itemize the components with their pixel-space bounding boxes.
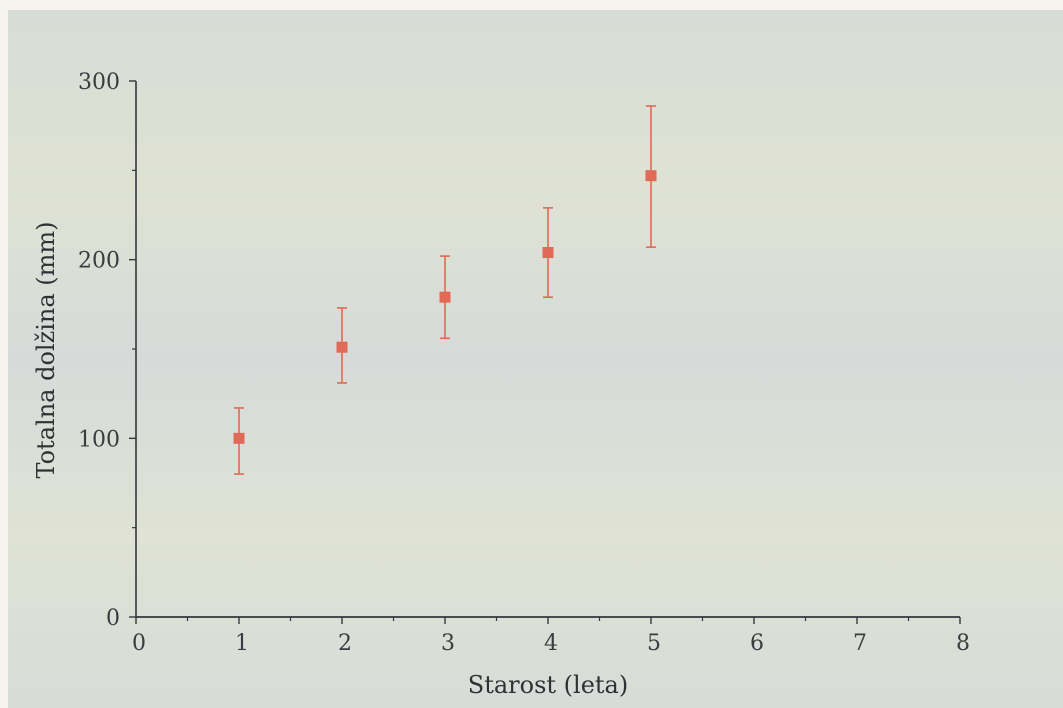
y-axis-title: Totalna dolžina (mm) [32,221,60,478]
x-tick-label: 3 [441,631,455,656]
data-point-marker [439,291,451,303]
x-axis-title: Starost (leta) [468,671,628,699]
y-tick-label: 100 [78,427,120,452]
data-point-marker [645,170,657,182]
data-point-marker [336,341,348,353]
x-tick-label: 1 [235,631,249,656]
y-tick-label: 300 [78,70,120,95]
x-tick-label: 4 [544,631,558,656]
y-tick-label: 0 [106,606,120,631]
y-tick-label: 200 [78,249,120,274]
data-point-marker [233,432,245,444]
x-tick-label: 0 [132,631,146,656]
x-tick-label: 5 [647,631,661,656]
marks-layer [233,105,657,475]
x-tick-label: 2 [338,631,352,656]
x-tick-label: 7 [853,631,867,656]
x-tick-label: 8 [956,631,970,656]
chart-background [8,10,1063,708]
x-tick-label: 6 [750,631,764,656]
axes-layer: 0 100 200 300 0 1 2 3 4 5 6 7 8 [78,70,970,656]
data-point-marker [542,247,554,259]
